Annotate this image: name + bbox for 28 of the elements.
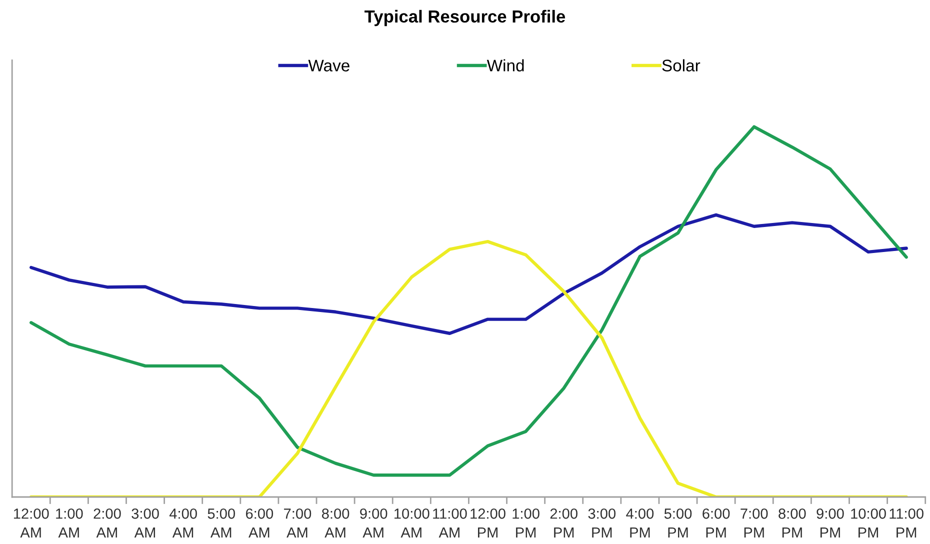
legend-label: Wind: [486, 59, 524, 72]
x-tick-label: 10:00 AM: [394, 508, 430, 538]
x-tick-label: 9:00 PM: [816, 508, 844, 538]
x-tick-label: 9:00 AM: [360, 508, 388, 538]
x-tick-label: 12:00 PM: [470, 508, 506, 538]
x-tick-label: 3:00 PM: [588, 508, 616, 538]
chart-title: Typical Resource Profile: [364, 10, 566, 26]
x-tick-label: 3:00 AM: [132, 508, 159, 538]
x-tick-label: 2:00 PM: [550, 508, 578, 538]
x-tick-label: 4:00 PM: [626, 508, 654, 538]
x-tick-label: 1:00 PM: [512, 508, 540, 538]
x-tick-label: 2:00 AM: [94, 508, 121, 538]
x-tick-label: 8:00 AM: [322, 508, 350, 538]
x-tick-label: 5:00 AM: [208, 508, 235, 538]
x-tick-label: 6:00 PM: [702, 508, 730, 538]
x-tick-label: 5:00 PM: [664, 508, 692, 538]
x-tick-label: 7:00 PM: [740, 508, 768, 538]
legend-label: Wave: [308, 60, 350, 72]
x-tick-label: 7:00 AM: [284, 508, 312, 538]
legend-label: Solar: [662, 59, 700, 72]
x-tick-label: 1:00 AM: [56, 508, 83, 538]
x-tick-label: 4:00 AM: [169, 508, 197, 538]
x-tick-label: 8:00 PM: [778, 508, 806, 538]
x-tick-label: 11:00 PM: [890, 508, 924, 538]
x-tick-label: 6:00 AM: [246, 508, 274, 538]
x-tick-label: 11:00 AM: [433, 508, 467, 538]
x-tick-label: 10:00 PM: [851, 508, 886, 538]
x-tick-label: 12:00 AM: [14, 508, 49, 538]
